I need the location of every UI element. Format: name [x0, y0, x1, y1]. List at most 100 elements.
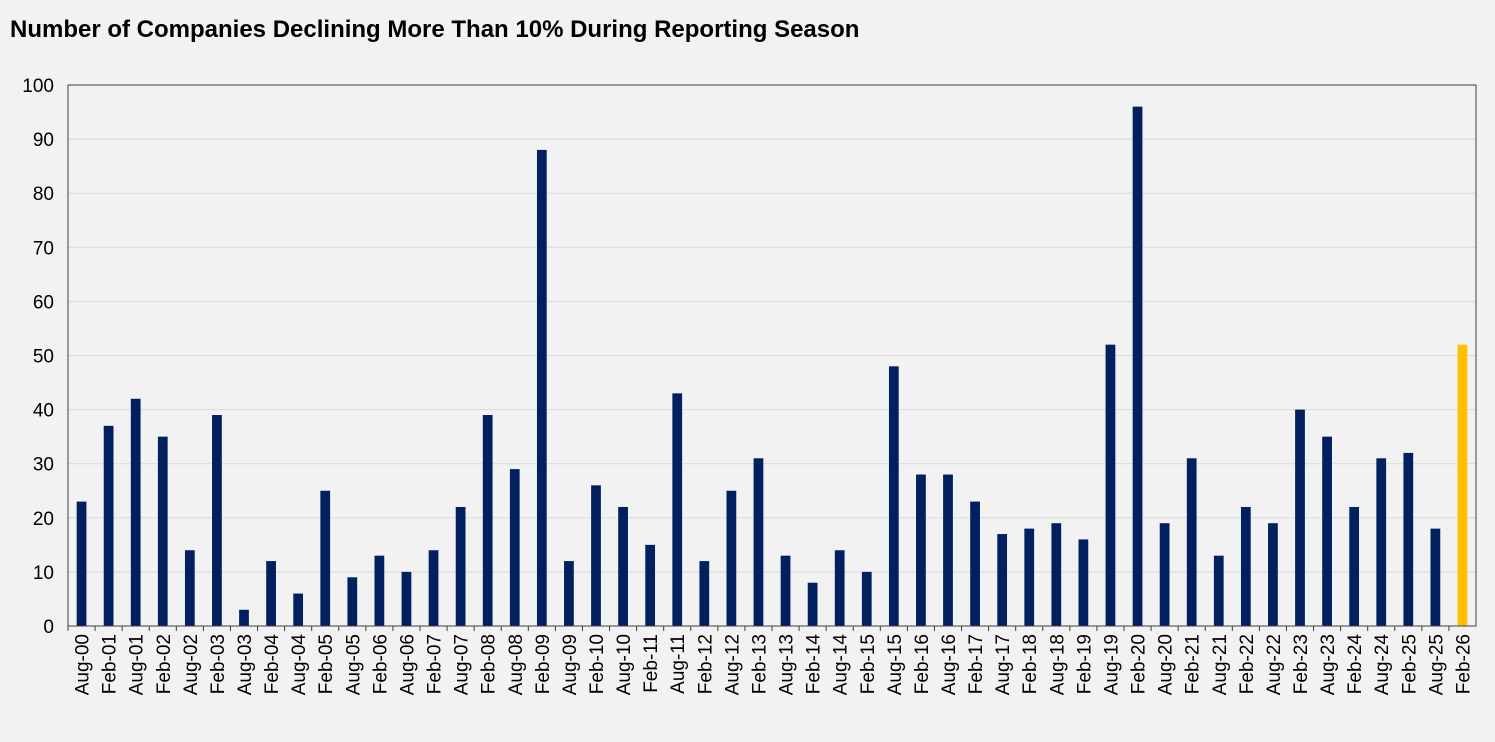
x-tick-label: Aug-17 [993, 634, 1014, 695]
x-tick-label: Feb-17 [966, 634, 987, 694]
bar-feb-09 [536, 149, 547, 627]
x-tick-label: Aug-12 [722, 634, 743, 695]
x-tick-label: Aug-18 [1047, 634, 1068, 695]
x-tick-label: Feb-01 [100, 634, 121, 694]
bar-feb-16 [916, 474, 926, 626]
x-tick-label: Aug-22 [1264, 634, 1285, 695]
y-tick-label: 60 [33, 292, 54, 313]
y-tick-label: 20 [33, 509, 54, 530]
x-tick-label: Feb-22 [1237, 634, 1258, 694]
y-tick-label: 10 [33, 563, 54, 584]
x-tick-label: Aug-01 [127, 634, 148, 695]
bar-aug-01 [130, 398, 141, 626]
bar-feb-07 [428, 550, 439, 626]
bar-aug-09 [564, 561, 574, 626]
x-tick-label: Feb-05 [316, 634, 337, 694]
x-tick-label: Aug-09 [560, 634, 581, 695]
bar-aug-14 [834, 550, 845, 626]
y-tick-label: 90 [33, 130, 54, 151]
y-tick-label: 100 [22, 76, 54, 97]
x-tick-label: Aug-25 [1426, 634, 1447, 695]
bar-feb-13 [753, 458, 764, 626]
bar-aug-20 [1159, 523, 1170, 626]
bar-feb-19 [1078, 539, 1089, 626]
bar-aug-19 [1105, 344, 1116, 626]
bar-feb-18 [1024, 528, 1035, 626]
x-tick-label: Aug-19 [1101, 634, 1122, 695]
x-tick-label: Feb-07 [425, 634, 446, 694]
bar-aug-16 [943, 474, 953, 626]
bars [76, 106, 1468, 627]
bar-aug-12 [726, 490, 737, 626]
x-tick-label: Feb-12 [695, 634, 716, 694]
x-tick-label: Aug-24 [1372, 634, 1393, 696]
x-tick-label: Feb-10 [587, 634, 608, 694]
x-tick-label: Feb-25 [1399, 634, 1420, 694]
bar-feb-05 [320, 490, 331, 626]
x-tick-label: Aug-23 [1318, 634, 1339, 695]
bar-aug-02 [184, 550, 195, 626]
bar-aug-15 [888, 366, 899, 626]
bar-aug-17 [997, 534, 1008, 626]
x-tick-label: Feb-14 [804, 634, 825, 695]
x-tick-label: Feb-09 [533, 634, 554, 694]
bar-feb-15 [861, 571, 872, 626]
x-tick-label: Aug-04 [289, 634, 310, 696]
y-tick-label: 50 [33, 347, 54, 368]
x-tick-label: Feb-13 [749, 634, 770, 694]
x-tick-label: Aug-10 [614, 634, 635, 695]
bar-feb-08 [482, 415, 493, 626]
bar-feb-20 [1132, 106, 1143, 626]
bar-feb-11 [645, 544, 656, 626]
x-tick-label: Aug-13 [777, 634, 798, 695]
bar-feb-10 [591, 485, 601, 626]
x-tick-label: Aug-21 [1210, 634, 1231, 695]
x-tick-label: Aug-11 [668, 634, 689, 694]
x-tick-label: Feb-03 [208, 634, 229, 694]
x-tick-label: Aug-14 [831, 634, 852, 696]
bar-aug-10 [618, 506, 628, 626]
x-tick-label: Feb-08 [479, 634, 500, 694]
x-tick-label: Feb-06 [370, 634, 391, 694]
y-axis-ticks: 0 10 20 30 40 50 60 70 80 90 100 [22, 76, 54, 638]
x-tick-label: Aug-06 [397, 634, 418, 695]
x-tick-label: Aug-03 [235, 634, 256, 695]
bar-feb-22 [1240, 506, 1251, 626]
x-tick-label: Aug-00 [73, 634, 94, 695]
x-axis-ticks: Aug-00 Feb-01 Aug-01 Feb-02 Aug-02 Feb-03 Aug-… [67, 626, 1474, 696]
bar-aug-25 [1430, 528, 1441, 626]
y-tick-label: 80 [33, 184, 54, 205]
bar-aug-03 [239, 609, 249, 626]
x-tick-label: Feb-16 [912, 634, 933, 694]
bar-feb-14 [807, 582, 818, 626]
bar-aug-24 [1376, 458, 1387, 626]
bar-feb-12 [699, 561, 710, 626]
x-tick-label: Feb-18 [1020, 634, 1041, 694]
bar-feb-02 [157, 436, 168, 626]
bar-aug-00 [76, 501, 87, 626]
y-tick-label: 40 [33, 401, 54, 422]
bar-feb-01 [103, 425, 114, 626]
bar-aug-22 [1268, 523, 1278, 626]
x-tick-label: Aug-20 [1156, 634, 1177, 695]
x-tick-label: Feb-21 [1183, 634, 1204, 694]
x-tick-label: Aug-07 [452, 634, 473, 695]
bar-aug-11 [672, 393, 683, 626]
bar-feb-24 [1349, 506, 1360, 626]
bar-feb-04 [266, 561, 276, 626]
bar-feb-03 [212, 415, 222, 626]
x-tick-label: Aug-16 [939, 634, 960, 695]
x-tick-label: Feb-11 [641, 634, 662, 693]
x-tick-label: Feb-19 [1074, 634, 1095, 694]
x-tick-label: Feb-02 [154, 634, 175, 694]
x-tick-label: Aug-08 [506, 634, 527, 695]
bar-aug-23 [1322, 436, 1332, 626]
bar-aug-07 [455, 506, 466, 626]
bar-aug-08 [509, 469, 520, 626]
x-tick-label: Aug-02 [181, 634, 202, 695]
x-tick-label: Feb-20 [1129, 634, 1150, 694]
x-tick-label: Feb-15 [858, 634, 879, 694]
y-tick-label: 0 [43, 617, 54, 638]
y-tick-label: 30 [33, 455, 54, 476]
